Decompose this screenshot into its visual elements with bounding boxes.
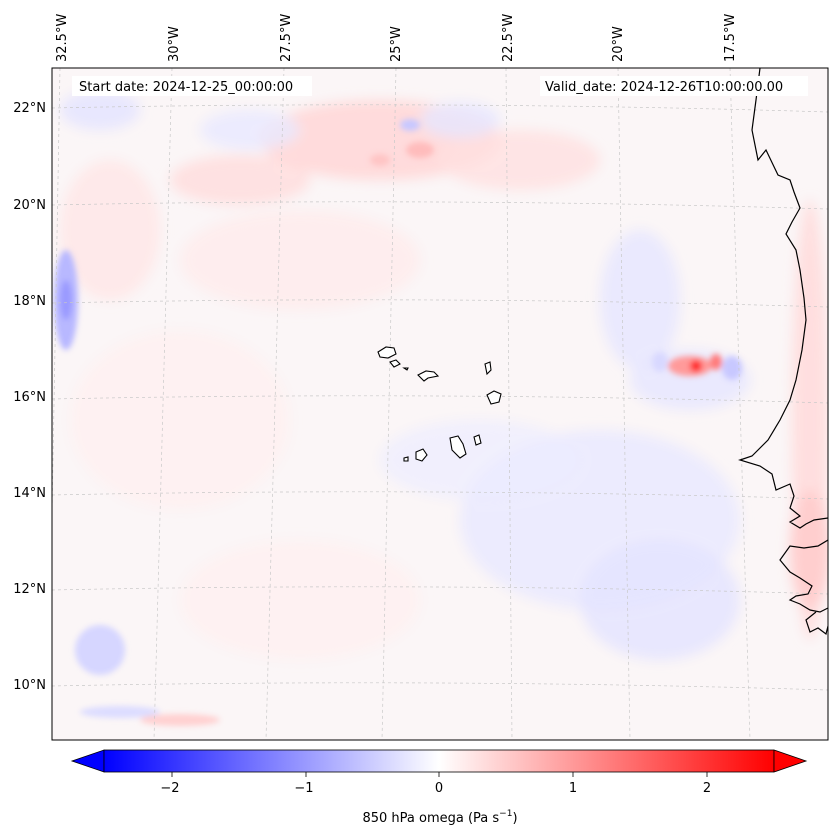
island-fogo (415, 448, 428, 462)
colorbar-label: 850 hPa omega (Pa s−1) (362, 809, 517, 826)
start-date-label: Start date: 2024-12-25_00:00:00 (79, 80, 293, 95)
lon-label-25w: 25°W (389, 26, 404, 62)
valid-date-box (540, 76, 808, 96)
island-santa-luzia (402, 367, 409, 371)
lon-label-20w: 20°W (611, 26, 626, 62)
island-sao-nicolau (417, 370, 440, 382)
lon-label-22-5w: 22.5°W (501, 14, 516, 62)
colorbar-tick-1: 1 (569, 781, 577, 796)
lat-label-12n: 12°N (13, 582, 46, 597)
cape-verde-islands (377, 346, 502, 462)
island-boa-vista (486, 390, 502, 405)
map-frame (51, 67, 829, 741)
island-santo-antao (377, 346, 397, 359)
african-coastline (738, 68, 828, 636)
valid-date-label: Valid_date: 2024-12-26T10:00:00.00 (545, 80, 783, 95)
colorbar-ticks (171, 772, 708, 777)
colorbar-tick-neg2: −2 (160, 781, 179, 796)
lon-label-30w: 30°W (167, 26, 182, 62)
colorbar-body (103, 749, 775, 773)
lon-label-17-5w: 17.5°W (723, 14, 738, 62)
colorbar-left-extend (70, 749, 105, 773)
colorbar-label-sup: −1 (499, 809, 512, 819)
colorbar-tick-2: 2 (703, 781, 711, 796)
lat-label-16n: 16°N (13, 390, 46, 405)
lon-label-27-5w: 27.5°W (279, 14, 294, 62)
colorbar-label-text: 850 hPa omega (Pa s (362, 811, 499, 826)
omega-field (60, 90, 828, 660)
lat-label-22n: 22°N (13, 101, 46, 116)
island-santiago (449, 435, 467, 459)
colorbar: −2 −1 0 1 2 850 hPa omega (Pa s−1) (70, 749, 808, 826)
island-brava (403, 456, 409, 462)
lat-label-14n: 14°N (13, 486, 46, 501)
lat-label-18n: 18°N (13, 294, 46, 309)
colorbar-tick-neg1: −1 (294, 781, 313, 796)
colorbar-tick-0: 0 (435, 781, 443, 796)
header-labels: Start date: 2024-12-25_00:00:00 Valid_da… (72, 76, 808, 96)
longitude-labels: 32.5°W 30°W 27.5°W 25°W 22.5°W 20°W 17.5… (55, 14, 738, 62)
island-sao-vicente (389, 359, 401, 368)
start-date-box (72, 76, 312, 96)
omega-field-detail (54, 119, 742, 726)
lat-label-10n: 10°N (13, 678, 46, 693)
colorbar-right-extend (773, 749, 808, 773)
colorbar-label-close: ) (512, 811, 517, 826)
lon-label-32-5w: 32.5°W (55, 14, 70, 62)
lat-label-20n: 20°N (13, 198, 46, 213)
latitude-labels: 22°N 20°N 18°N 16°N 14°N 12°N 10°N (13, 101, 46, 693)
map-panel: Start date: 2024-12-25_00:00:00 Valid_da… (52, 68, 828, 740)
island-maio (473, 434, 482, 446)
graticule (52, 68, 828, 740)
island-sal (484, 361, 492, 376)
